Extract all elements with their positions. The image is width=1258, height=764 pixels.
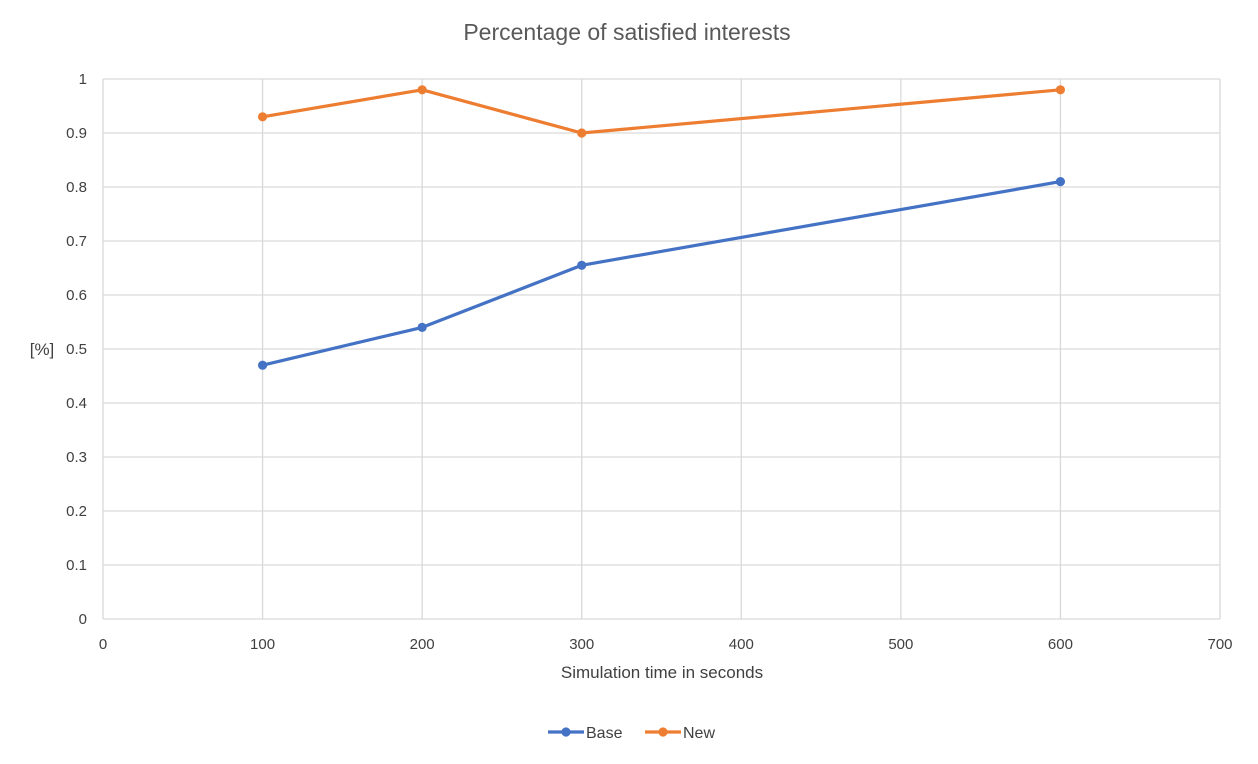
x-tick-label: 600: [1048, 636, 1073, 653]
series-layer: [257, 85, 1066, 370]
legend: Base New: [548, 725, 715, 742]
data-point: [417, 85, 427, 95]
y-tick-label: 0.3: [66, 449, 87, 466]
data-point: [257, 360, 268, 370]
y-tick-label: 0.5: [66, 341, 87, 358]
data-point: [417, 322, 427, 332]
legend-label: Base: [586, 725, 623, 742]
y-tick-label: 0.1: [66, 557, 87, 574]
y-tick-label: 0.4: [66, 395, 87, 412]
x-axis-label: Simulation time in seconds: [561, 663, 763, 682]
x-tick-label: 700: [1207, 636, 1232, 653]
data-point: [577, 260, 587, 270]
chart-title: Percentage of satisfied interests: [463, 19, 790, 45]
y-tick-label: 1: [79, 71, 87, 88]
series-line-new: [260, 88, 1063, 135]
y-tick-label: 0: [79, 611, 87, 628]
series-line-base: [260, 180, 1063, 367]
legend-swatch-marker: [658, 727, 668, 737]
grid: [102, 78, 1221, 620]
legend-label: New: [683, 725, 715, 742]
x-tick-label: 300: [569, 636, 594, 653]
legend-item-new: New: [645, 725, 715, 742]
legend-item-base: Base: [548, 725, 623, 742]
y-tick-label: 0.9: [66, 125, 87, 142]
x-tick-label: 0: [99, 636, 107, 653]
y-axis-ticks: 0 0.1 0.2 0.3 0.4 0.5 0.6 0.7 0.8 0.9 1: [66, 71, 87, 628]
y-tick-label: 0.7: [66, 233, 87, 250]
legend-swatch-marker: [561, 727, 571, 737]
data-point: [1055, 177, 1066, 187]
series-base: [257, 177, 1066, 370]
data-point: [257, 112, 268, 122]
x-axis-ticks: 0 100 200 300 400 500 600 700: [99, 636, 1233, 653]
data-point: [1055, 85, 1066, 95]
y-tick-label: 0.2: [66, 503, 87, 520]
x-tick-label: 100: [250, 636, 275, 653]
y-tick-label: 0.8: [66, 179, 87, 196]
x-tick-label: 400: [729, 636, 754, 653]
y-axis-label: [%]: [30, 340, 55, 359]
data-point: [577, 128, 587, 138]
y-tick-label: 0.6: [66, 287, 87, 304]
series-new: [257, 85, 1066, 138]
x-tick-label: 200: [410, 636, 435, 653]
x-tick-label: 500: [888, 636, 913, 653]
